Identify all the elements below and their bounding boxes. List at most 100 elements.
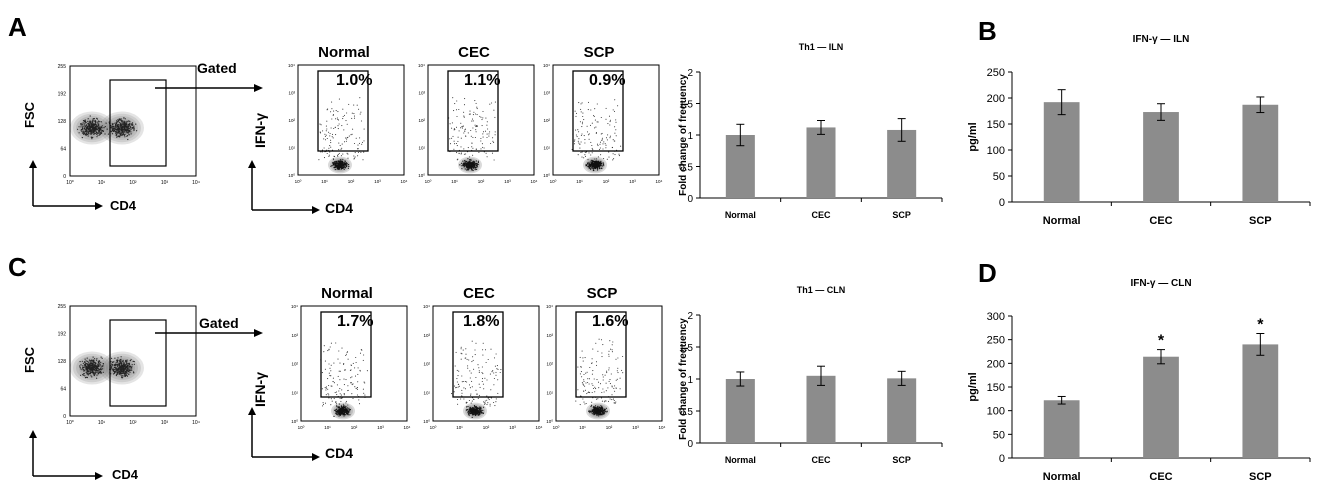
- scatter-xtick: 10⁰: [66, 420, 74, 426]
- bar: [1043, 102, 1080, 202]
- flow-ytick: 10²: [288, 118, 295, 123]
- flow-xtick: 10⁴: [404, 425, 411, 430]
- y-tick-label: 100: [987, 145, 1005, 157]
- x-tick-label: SCP: [1249, 215, 1272, 227]
- x-tick-label: Normal: [725, 455, 756, 465]
- x-tick-label: SCP: [892, 455, 911, 465]
- flow-percent-c-scp: 1.6%: [592, 313, 629, 330]
- significance-marker: *: [1158, 333, 1165, 350]
- scatter-c: 255 192 128 64 0 10⁰ 10¹ 10² 10³ 10⁴: [30, 300, 210, 465]
- chart-title: IFN-γ — CLN: [1130, 278, 1191, 289]
- panel-letter-c: C: [8, 252, 27, 282]
- flow-xtick: 10¹: [321, 179, 328, 184]
- flow-xtick: 10²: [483, 425, 490, 430]
- flow-percent-a-cec: 1.1%: [464, 72, 501, 89]
- flow-xtick: 10²: [606, 425, 613, 430]
- ifng-gate: [447, 70, 499, 152]
- chart-ylabel: pg/ml: [967, 122, 979, 151]
- flow-xtick: 10³: [629, 179, 636, 184]
- x-tick-label: Normal: [1043, 471, 1081, 483]
- y-tick-label: 50: [993, 429, 1005, 441]
- x-tick-label: CEC: [1149, 215, 1172, 227]
- flow-title-c-cec: CEC: [463, 285, 495, 302]
- flow-plot-a-cec: CEC 10⁴ 10³ 10² 10¹ 10⁰ 10⁰ 10¹ 10² 10³ 10⁴ 1.1%: [410, 44, 538, 196]
- y-tick-label: 50: [993, 171, 1005, 183]
- flow-frame: [297, 64, 405, 176]
- flow-frame: [555, 305, 663, 422]
- flow-ytick: 10⁰: [288, 173, 295, 178]
- flow-plot-a-normal: Normal 10⁴ 10³ 10² 10¹ 10⁰ 10⁰ 10¹ 10² 10³ 10⁴ 1.…: [280, 44, 408, 196]
- flow-ytick: 10³: [546, 333, 553, 338]
- y-tick-label: 0.5: [679, 407, 693, 418]
- flow-xtick: 10⁴: [536, 425, 543, 430]
- scatter-frame: [69, 305, 197, 417]
- chart-title: IFN-γ — ILN: [1133, 34, 1190, 45]
- y-tick-label: 250: [987, 335, 1005, 347]
- flow-ytick: 10¹: [288, 146, 295, 151]
- significance-marker: *: [1257, 317, 1264, 334]
- flow-ytick: 10³: [418, 91, 425, 96]
- gate-arrow-a: [155, 84, 263, 92]
- scatter-frame: [69, 65, 197, 177]
- y-tick-label: 150: [987, 382, 1005, 394]
- scatter-xlabel-a: CD4: [110, 198, 137, 213]
- chart-ylabel: Fold change of frequency: [678, 318, 689, 440]
- scatter-ytick: 128: [58, 359, 67, 365]
- ifng-gate: [572, 70, 624, 152]
- flow-xtick: 10⁰: [553, 425, 560, 430]
- scatter-ytick: 192: [58, 332, 67, 338]
- scatter-xtick: 10³: [161, 420, 169, 426]
- x-tick-label: CEC: [1149, 471, 1172, 483]
- cd4-gate: [109, 319, 167, 407]
- flow-xtick: 10²: [351, 425, 358, 430]
- chart-ylabel: Fold change of frequency: [678, 74, 689, 196]
- flow-title-c-normal: Normal: [321, 285, 373, 302]
- panel-letter-d: D: [978, 258, 997, 288]
- flow-percent-a-normal: 1.0%: [336, 72, 373, 89]
- flow-ytick: 10⁴: [423, 304, 430, 309]
- flow-xtick: 10³: [377, 425, 384, 430]
- chart-ylabel: pg/ml: [967, 372, 979, 401]
- scatter-ytick: 64: [60, 147, 66, 153]
- scatter-xtick: 10⁴: [192, 420, 200, 426]
- y-tick-label: 1: [687, 375, 693, 386]
- bar: [1143, 112, 1179, 202]
- scatter-xtick: 10⁴: [192, 180, 200, 186]
- ifng-xlabel-c: CD4: [325, 445, 354, 461]
- scatter-ytick: 0: [63, 414, 66, 420]
- flow-xtick: 10⁴: [656, 179, 663, 184]
- bar: [1242, 104, 1279, 202]
- y-tick-label: 150: [987, 119, 1005, 131]
- ifng-axis-arrows-a: [248, 160, 320, 214]
- flow-plot-c-cec: CEC 10⁴ 10³ 10² 10¹ 10⁰ 10⁰ 10¹ 10² 10³ 10⁴ 1.8%: [415, 285, 543, 442]
- y-tick-label: 0: [999, 197, 1005, 209]
- bar: [806, 375, 836, 443]
- flow-ytick: 10⁰: [543, 173, 550, 178]
- scatter-a: 255 192 128 64 0 10⁰ 10¹ 10² 10³ 10⁴: [30, 60, 210, 225]
- axis-arrows-c: [29, 430, 103, 480]
- scatter-ytick: 64: [60, 387, 66, 393]
- flow-xtick: 10⁰: [550, 179, 557, 184]
- flow-ytick: 10⁴: [288, 63, 295, 68]
- flow-xtick: 10²: [348, 179, 355, 184]
- flow-xtick: 10⁰: [430, 425, 437, 430]
- flow-xtick: 10³: [509, 425, 516, 430]
- y-tick-label: 0.5: [679, 163, 693, 174]
- gate-arrow-c: [155, 329, 263, 337]
- ifng-gate: [575, 311, 627, 398]
- y-tick-label: 1.5: [679, 343, 693, 354]
- scatter-density: [70, 111, 144, 145]
- scatter-ytick: 128: [58, 119, 67, 125]
- flow-xtick: 10⁴: [401, 179, 408, 184]
- flow-ytick: 10⁴: [418, 63, 425, 68]
- flow-ytick: 10⁴: [546, 304, 553, 309]
- flow-events: [451, 340, 502, 420]
- flow-title-c-scp: SCP: [586, 285, 618, 302]
- flow-events: [571, 99, 622, 174]
